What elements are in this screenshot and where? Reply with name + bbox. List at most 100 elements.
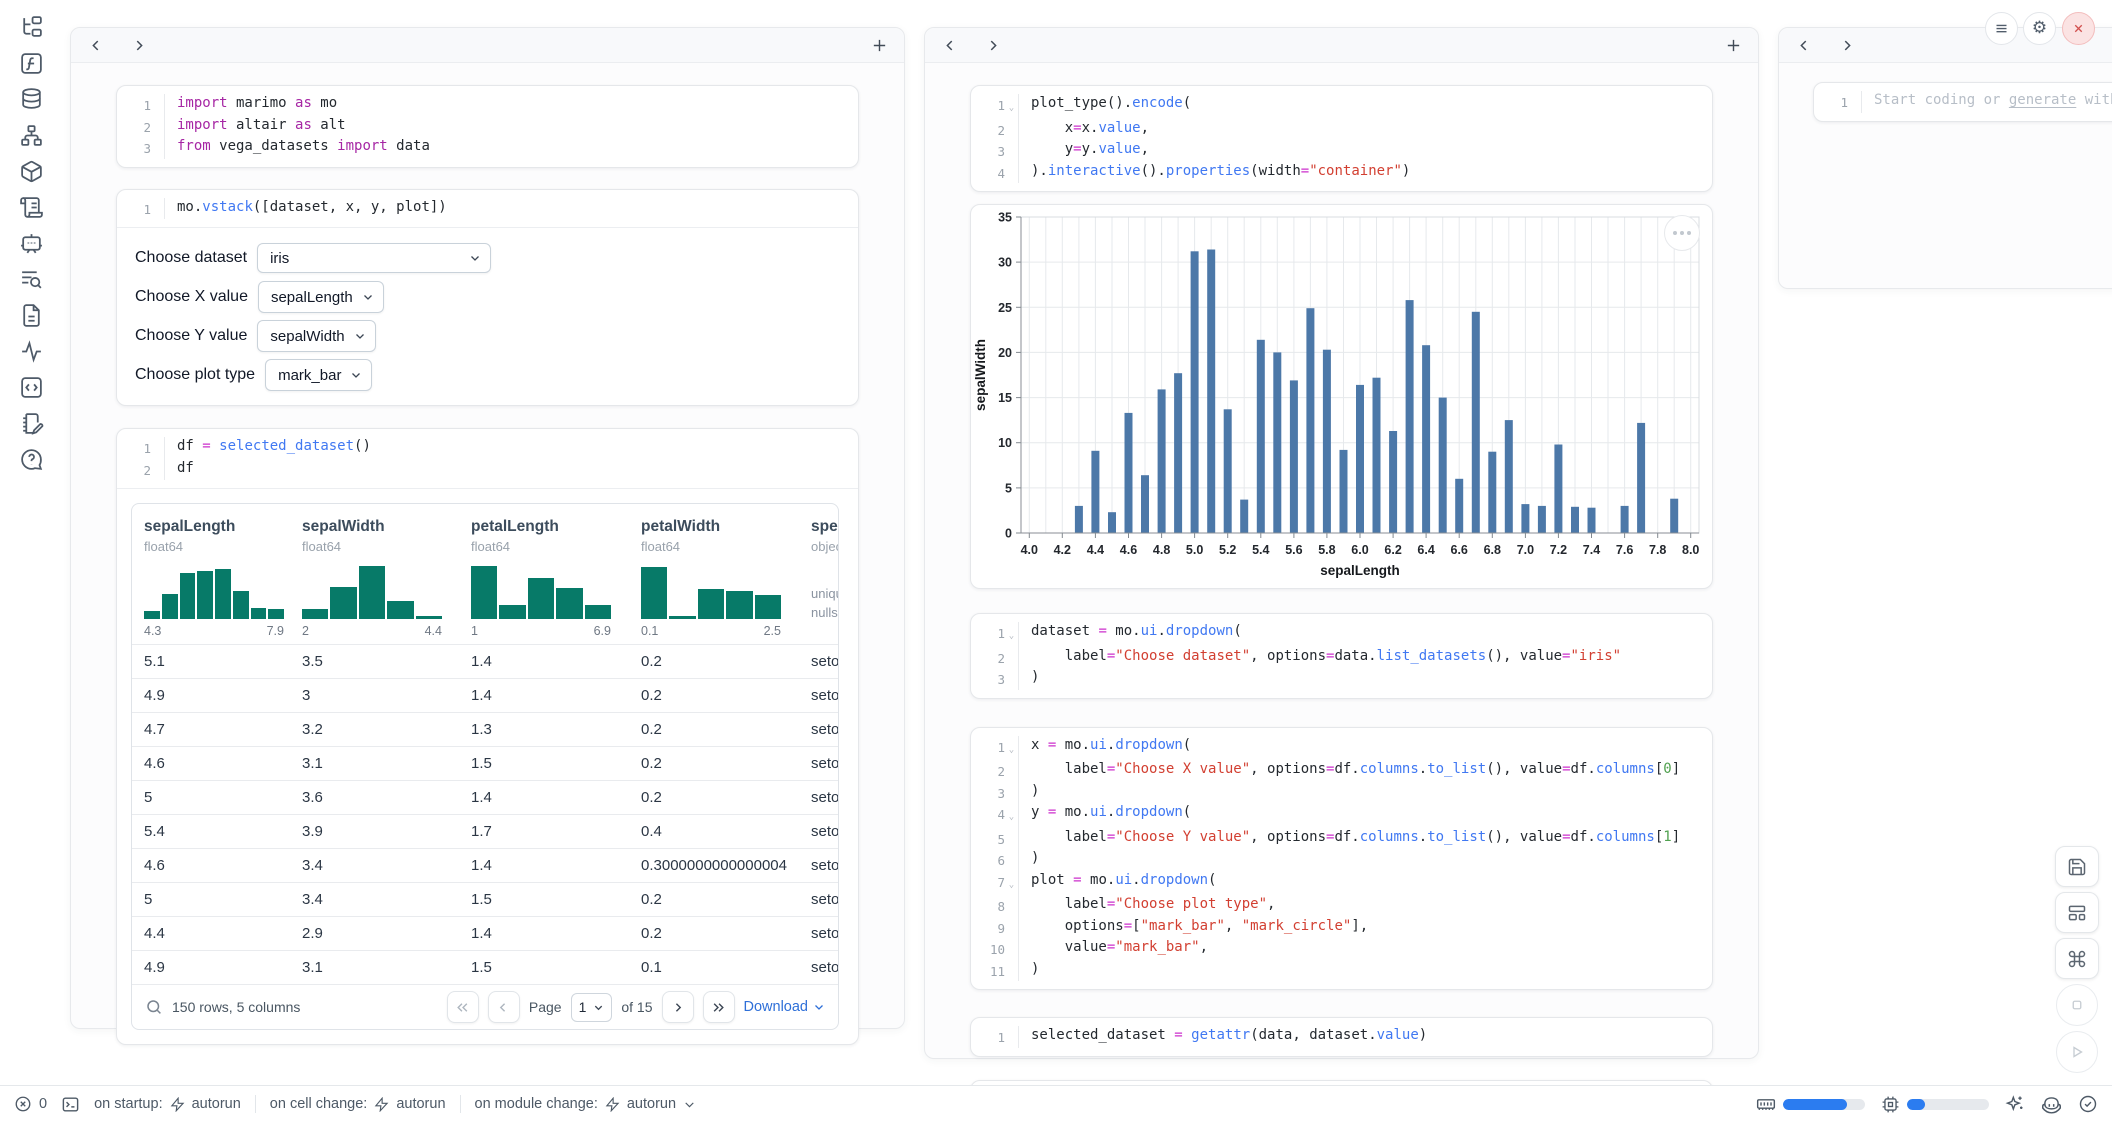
dropdown-controls-output: Choose datasetirisChoose X valuesepalLen… [117, 227, 858, 405]
column-header[interactable]: speciesobjectunique:nulls: [799, 518, 839, 638]
control-row: Choose plot typemark_bar [135, 360, 840, 390]
code-editor[interactable]: 1 Start coding or generate with AI [1814, 83, 2112, 121]
command-palette-button[interactable] [2055, 938, 2099, 979]
prev-page-button[interactable] [488, 991, 520, 1023]
column-move-left-button[interactable] [1795, 36, 1813, 54]
page-number-select[interactable]: 1 [571, 993, 613, 1022]
logs-scroll-icon[interactable] [12, 194, 50, 221]
last-page-button[interactable] [703, 991, 735, 1023]
download-button[interactable]: Download [744, 999, 826, 1015]
dependencies-icon[interactable] [12, 122, 50, 149]
documentation-icon[interactable] [12, 302, 50, 329]
copilot-toggle[interactable] [2041, 1094, 2062, 1115]
svg-text:30: 30 [998, 256, 1012, 270]
column-move-right-button[interactable] [983, 36, 1001, 54]
settings-button[interactable]: ⚙ [2023, 12, 2056, 45]
table-row: 4.931.40.2setosa [132, 678, 838, 712]
code-editor[interactable]: 1⌄plot_type().encode(2 x=x.value,3 y=y.v… [971, 86, 1712, 191]
ai-assist-toggle[interactable] [2005, 1094, 2025, 1114]
table-row: 4.63.41.40.3000000000000004setosa [132, 848, 838, 882]
svg-text:4.2: 4.2 [1054, 543, 1071, 557]
first-page-button[interactable] [447, 991, 479, 1023]
packages-icon[interactable] [12, 158, 50, 185]
run-button[interactable] [2056, 1031, 2098, 1073]
cell-selected-dataset[interactable]: 1selected_dataset = getattr(data, datase… [970, 1017, 1713, 1057]
dropdown-select[interactable]: mark_bar [265, 359, 372, 391]
table-row: 53.41.50.2setosa [132, 882, 838, 916]
shutdown-button[interactable] [2062, 12, 2095, 45]
runtime-config-toggle[interactable]: on module change:autorun [475, 1096, 697, 1112]
connection-status[interactable] [2078, 1094, 2098, 1114]
svg-text:6.4: 6.4 [1417, 543, 1434, 557]
cell-encode[interactable]: 1⌄plot_type().encode(2 x=x.value,3 y=y.v… [970, 85, 1713, 192]
table-row: 53.61.40.2setosa [132, 780, 838, 814]
cpu-meter [1907, 1099, 1989, 1110]
table-body: 5.13.51.40.2setosa4.931.40.2setosa4.73.2… [132, 644, 838, 984]
gear-icon: ⚙ [2032, 20, 2047, 37]
add-column-button[interactable] [870, 36, 888, 54]
file-tree-icon[interactable] [12, 14, 50, 41]
bar-chart[interactable]: 4.04.24.44.64.85.05.25.45.65.86.06.26.46… [971, 205, 1711, 581]
svg-text:7.2: 7.2 [1550, 543, 1567, 557]
layout-select-button[interactable] [2055, 892, 2099, 933]
runtime-config-toggle[interactable]: on cell change:autorun [270, 1096, 446, 1112]
save-button[interactable] [2055, 846, 2099, 887]
next-page-button[interactable] [662, 991, 694, 1023]
errors-indicator[interactable]: 0 [14, 1095, 47, 1113]
ai-chat-icon[interactable] [12, 230, 50, 257]
svg-text:6.0: 6.0 [1351, 543, 1368, 557]
terminal-button[interactable] [61, 1095, 80, 1114]
notebook-menu-button[interactable] [1985, 12, 2018, 45]
generate-link[interactable]: generate [2009, 92, 2076, 108]
cell-xyplot-dropdowns[interactable]: 1⌄x = mo.ui.dropdown(2 label="Choose X v… [970, 727, 1713, 991]
add-column-button[interactable] [1724, 36, 1742, 54]
search-logs-icon[interactable] [12, 266, 50, 293]
column-move-left-button[interactable] [941, 36, 959, 54]
runtime-config-toggle[interactable]: on startup:autorun [94, 1096, 241, 1112]
functions-icon[interactable] [12, 50, 50, 77]
column-header[interactable]: petalLengthfloat6416.9 [459, 518, 629, 638]
code-editor[interactable]: 1import marimo as mo2import altair as al… [117, 86, 858, 167]
cpu-usage[interactable] [1881, 1095, 1989, 1114]
chart-output-card: 4.04.24.44.64.85.05.25.45.65.86.06.26.46… [970, 204, 1713, 589]
cell-dataset-dropdown[interactable]: 1⌄dataset = mo.ui.dropdown(2 label="Choo… [970, 613, 1713, 699]
cell-dataframe[interactable]: 1df = selected_dataset()2df sepalLengthf… [116, 428, 859, 1045]
notebook-column-3: 1 Start coding or generate with AI [1778, 27, 2112, 289]
column-move-right-button[interactable] [129, 36, 147, 54]
code-editor[interactable]: 1⌄x = mo.ui.dropdown(2 label="Choose X v… [971, 728, 1712, 990]
column-move-left-button[interactable] [87, 36, 105, 54]
snippets-icon[interactable] [12, 374, 50, 401]
data-table: sepalLengthfloat644.37.9sepalWidthfloat6… [131, 503, 839, 1030]
code-editor[interactable]: 1selected_dataset = getattr(data, datase… [971, 1018, 1712, 1056]
chart-menu-button[interactable] [1664, 215, 1700, 251]
page-label: Page [529, 999, 562, 1015]
dropdown-select[interactable]: sepalWidth [257, 320, 375, 352]
code-editor[interactable]: 1⌄dataset = mo.ui.dropdown(2 label="Choo… [971, 614, 1712, 698]
svg-text:7.0: 7.0 [1517, 543, 1534, 557]
notebook-column-1: 1import marimo as mo2import altair as al… [70, 27, 905, 1029]
cell-vstack[interactable]: 1mo.vstack([dataset, x, y, plot]) Choose… [116, 189, 859, 407]
dropdown-select[interactable]: sepalLength [258, 281, 384, 313]
help-icon[interactable] [12, 446, 50, 473]
code-editor[interactable]: 1mo.vstack([dataset, x, y, plot]) [117, 190, 858, 228]
svg-text:7.6: 7.6 [1616, 543, 1633, 557]
circle-x-icon [14, 1095, 32, 1113]
cell-empty-new[interactable]: 1 Start coding or generate with AI [1813, 82, 2112, 122]
stop-button[interactable] [2056, 984, 2098, 1026]
tracing-icon[interactable] [12, 338, 50, 365]
column-2-header [925, 28, 1758, 63]
code-editor[interactable]: 1df = selected_dataset()2df [117, 429, 858, 488]
control-label: Choose X value [135, 288, 248, 306]
column-header[interactable]: sepalLengthfloat644.37.9 [132, 518, 290, 638]
table-search-icon[interactable] [145, 998, 163, 1016]
svg-text:5.6: 5.6 [1285, 543, 1302, 557]
svg-text:5.4: 5.4 [1252, 543, 1269, 557]
dropdown-select[interactable]: iris [257, 243, 491, 273]
ram-usage[interactable] [1756, 1094, 1865, 1114]
scratchpad-icon[interactable] [12, 410, 50, 437]
column-header[interactable]: sepalWidthfloat6424.4 [290, 518, 459, 638]
column-move-right-button[interactable] [1837, 36, 1855, 54]
column-header[interactable]: petalWidthfloat640.12.5 [629, 518, 799, 638]
datasources-icon[interactable] [12, 86, 50, 113]
cell-imports[interactable]: 1import marimo as mo2import altair as al… [116, 85, 859, 168]
